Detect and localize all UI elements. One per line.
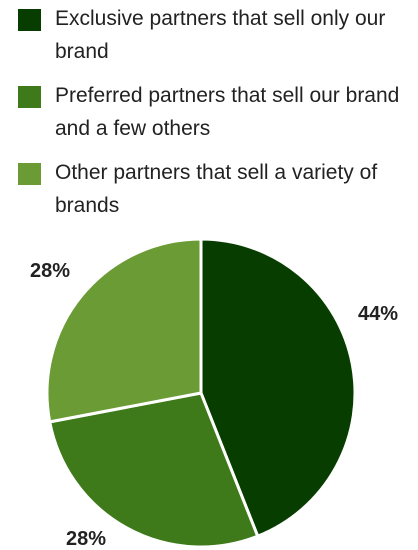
chart-legend: Exclusive partners that sell only our br… (18, 2, 414, 222)
legend-item-other-partners: Other partners that sell a variety of br… (18, 156, 414, 222)
legend-item-exclusive-partners: Exclusive partners that sell only our br… (18, 2, 414, 68)
legend-item-preferred-partners: Preferred partners that sell our brand a… (18, 79, 414, 145)
legend-swatch-exclusive-partners (18, 9, 41, 31)
legend-label-other-partners: Other partners that sell a variety of br… (55, 161, 378, 217)
data-label-preferred-partners: 28% (66, 528, 106, 550)
legend-label-exclusive-partners: Exclusive partners that sell only our br… (55, 7, 386, 63)
data-label-other-partners: 28% (30, 260, 70, 282)
pie-slice-preferred-partners (48, 391, 260, 549)
pie-slice-exclusive-partners (199, 237, 357, 538)
data-label-exclusive-partners: 44% (358, 303, 398, 325)
pie-slice-other-partners (45, 237, 203, 424)
legend-swatch-other-partners (18, 163, 41, 185)
legend-label-preferred-partners: Preferred partners that sell our brand a… (55, 84, 400, 140)
legend-swatch-preferred-partners (18, 86, 41, 108)
